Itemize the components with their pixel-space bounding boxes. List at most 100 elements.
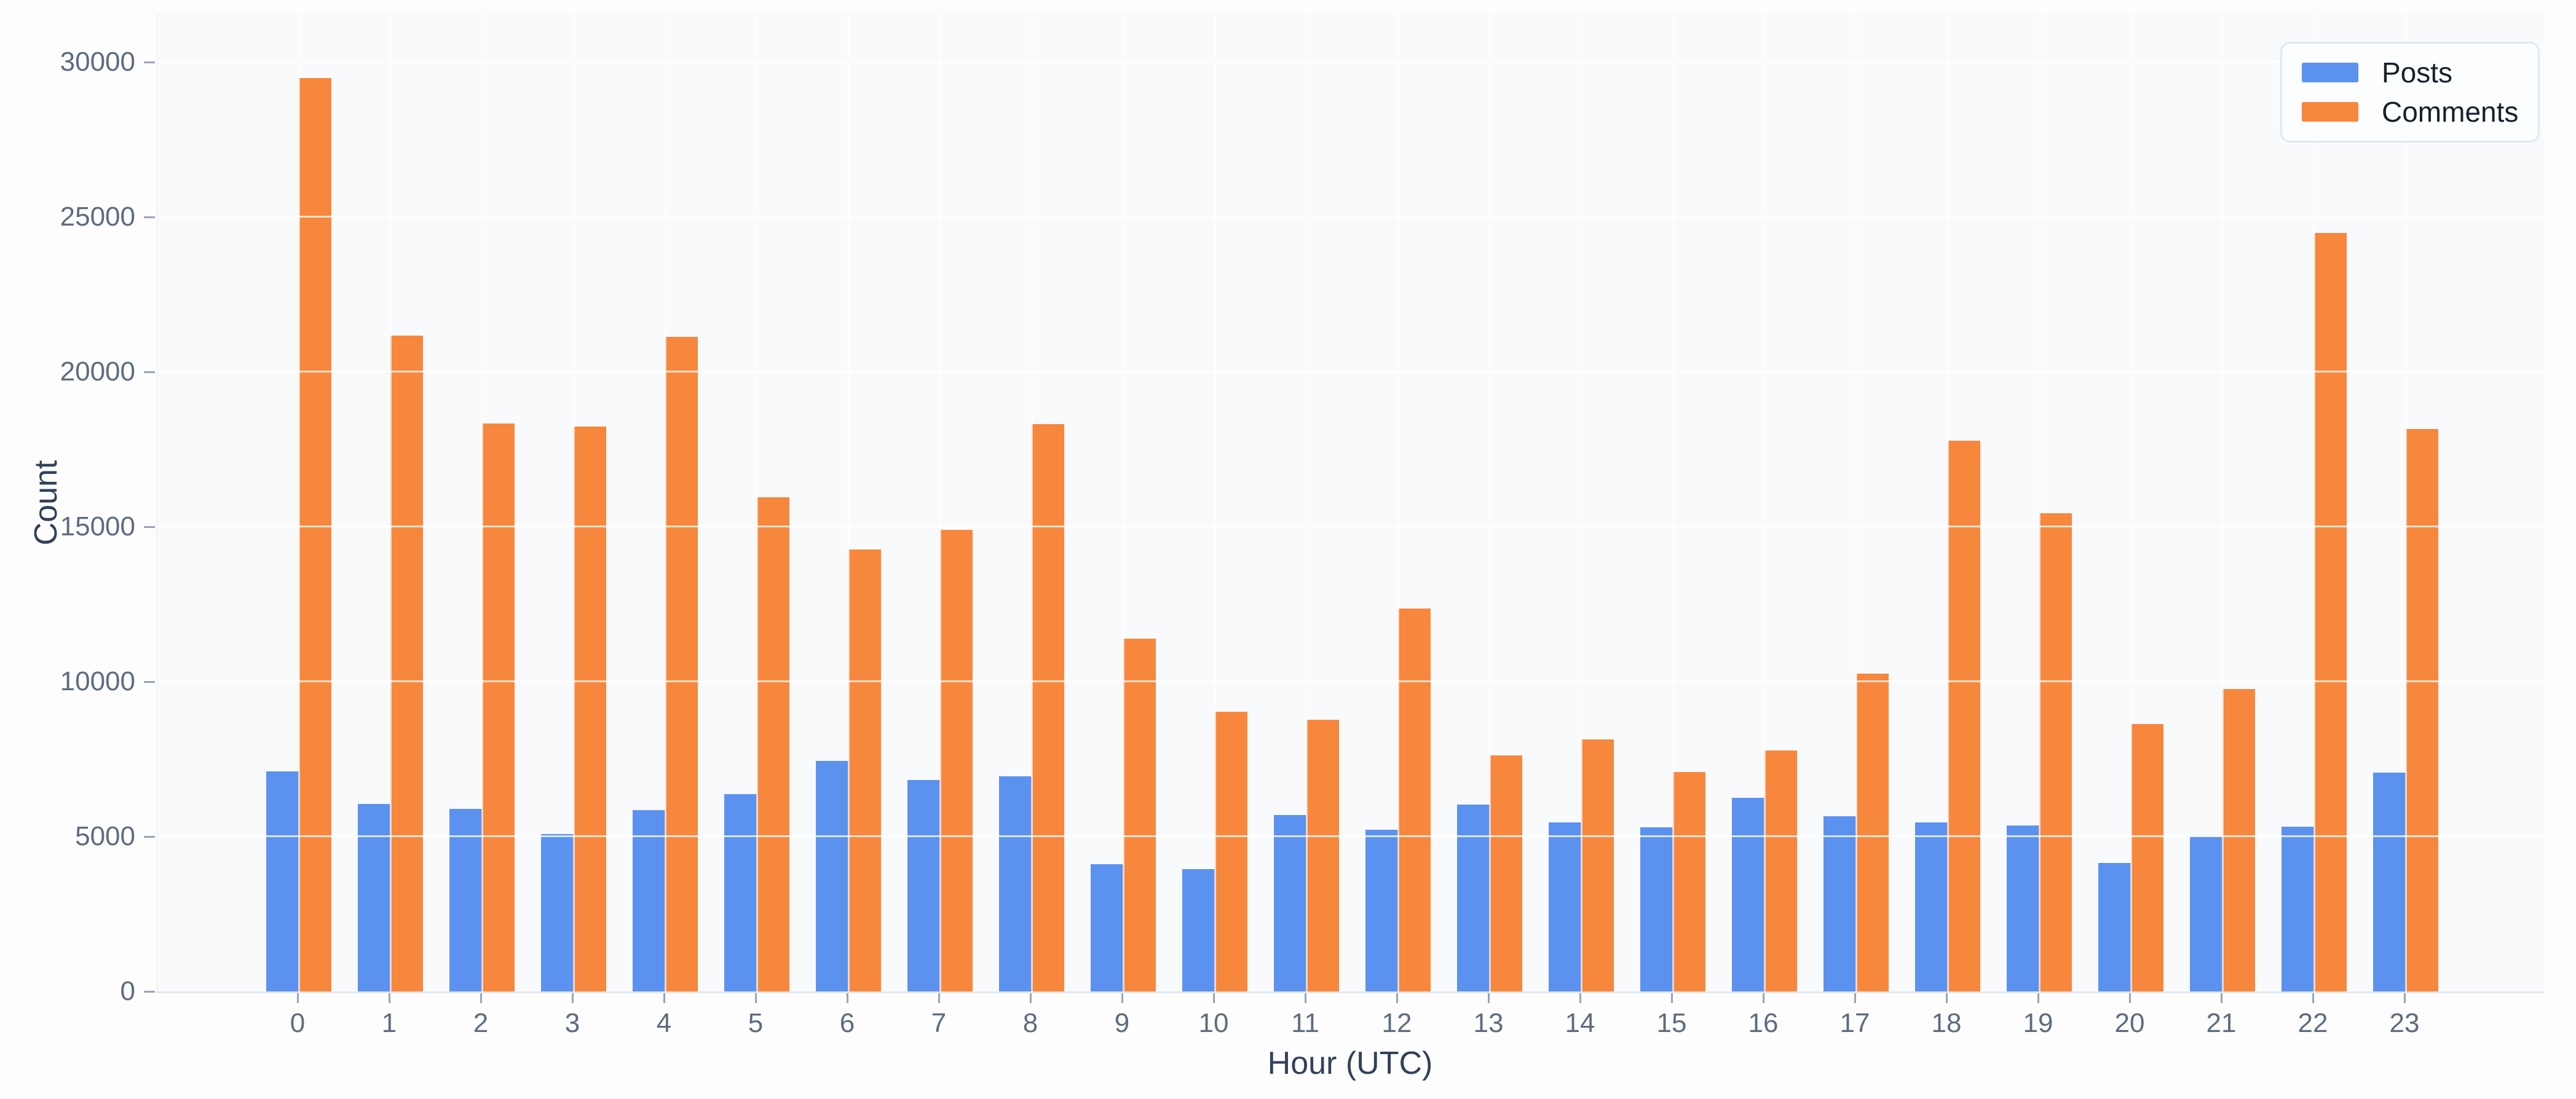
vertical-gridline-11: [1306, 14, 1308, 991]
vertical-gridline-1: [390, 14, 392, 991]
vertical-gridline-13: [1489, 14, 1491, 991]
bar-comments-hour-4: [665, 337, 698, 991]
x-tick-label-21: 21: [2206, 1008, 2237, 1038]
horizontal-gridline-10000: [157, 680, 2545, 682]
y-tick-label-25000: 25000: [60, 202, 135, 232]
bar-posts-hour-6: [816, 761, 848, 991]
bar-posts-hour-15: [1640, 827, 1673, 991]
vertical-gridline-2: [481, 14, 483, 991]
vertical-gridline-20: [2130, 14, 2132, 991]
x-tick-mark-8: [1030, 993, 1032, 1003]
bar-comments-hour-7: [940, 530, 973, 991]
bar-posts-hour-13: [1457, 805, 1490, 991]
x-tick-label-9: 9: [1114, 1008, 1130, 1038]
bar-comments-hour-14: [1581, 739, 1614, 991]
y-tick-label-20000: 20000: [60, 356, 135, 387]
x-tick-mark-4: [663, 993, 665, 1003]
vertical-gridline-0: [298, 14, 300, 991]
x-tick-label-14: 14: [1565, 1008, 1595, 1038]
x-tick-label-22: 22: [2297, 1008, 2328, 1038]
bar-posts-hour-5: [724, 794, 757, 991]
y-tick-mark-30000: [144, 61, 155, 63]
x-tick-label-8: 8: [1022, 1008, 1038, 1038]
y-tick-mark-0: [144, 991, 155, 993]
x-tick-label-10: 10: [1198, 1008, 1229, 1038]
bar-posts-hour-14: [1549, 822, 1581, 991]
x-tick-mark-3: [572, 993, 574, 1003]
bar-posts-hour-3: [541, 834, 574, 991]
vertical-gridline-21: [2222, 14, 2224, 991]
x-tick-label-16: 16: [1748, 1008, 1779, 1038]
x-tick-label-18: 18: [1931, 1008, 1962, 1038]
vertical-gridline-14: [1581, 14, 1582, 991]
bar-posts-hour-0: [266, 771, 299, 991]
legend-item-posts: Posts: [2302, 58, 2518, 87]
x-tick-label-2: 2: [473, 1008, 489, 1038]
x-tick-mark-22: [2312, 993, 2314, 1003]
bar-posts-hour-20: [2098, 863, 2131, 991]
x-tick-label-0: 0: [290, 1008, 306, 1038]
bar-comments-hour-18: [1948, 441, 1980, 991]
vertical-gridline-19: [2039, 14, 2041, 991]
bar-comments-hour-9: [1123, 639, 1156, 991]
bar-comments-hour-16: [1764, 750, 1797, 991]
bar-posts-hour-1: [358, 804, 390, 991]
x-tick-mark-0: [297, 993, 299, 1003]
bar-comments-hour-10: [1215, 712, 1247, 991]
x-tick-mark-1: [389, 993, 390, 1003]
x-axis-title: Hour (UTC): [1267, 1046, 1433, 1081]
legend-label-posts: Posts: [2382, 57, 2453, 89]
bar-posts-hour-16: [1732, 798, 1764, 991]
bar-posts-hour-22: [2282, 827, 2314, 991]
x-tick-mark-7: [938, 993, 940, 1003]
x-tick-mark-20: [2129, 993, 2131, 1003]
bar-comments-hour-20: [2131, 724, 2163, 991]
x-tick-mark-6: [847, 993, 848, 1003]
x-tick-label-13: 13: [1473, 1008, 1504, 1038]
vertical-gridline-5: [756, 14, 758, 991]
vertical-gridline-17: [1855, 14, 1857, 991]
posts-swatch-icon: [2302, 63, 2358, 82]
vertical-gridline-7: [939, 14, 941, 991]
bar-posts-hour-17: [1823, 816, 1856, 991]
bar-posts-hour-11: [1274, 815, 1306, 991]
vertical-gridline-3: [573, 14, 575, 991]
bar-comments-hour-23: [2406, 429, 2438, 991]
vertical-gridline-15: [1672, 14, 1674, 991]
x-tick-label-11: 11: [1291, 1008, 1319, 1038]
x-tick-mark-23: [2404, 993, 2406, 1003]
x-tick-label-19: 19: [2023, 1008, 2053, 1038]
bar-posts-hour-9: [1091, 864, 1123, 991]
x-tick-label-7: 7: [931, 1008, 947, 1038]
bar-comments-hour-19: [2039, 513, 2072, 991]
x-tick-label-20: 20: [2114, 1008, 2145, 1038]
bar-comments-hour-11: [1306, 720, 1339, 991]
x-tick-mark-17: [1854, 993, 1856, 1003]
x-tick-mark-18: [1946, 993, 1948, 1003]
vertical-gridline-9: [1123, 14, 1124, 991]
x-tick-mark-2: [480, 993, 482, 1003]
legend-label-comments: Comments: [2382, 96, 2519, 128]
y-tick-label-15000: 15000: [60, 511, 135, 542]
horizontal-gridline-15000: [157, 526, 2545, 527]
y-tick-mark-5000: [144, 836, 155, 838]
bar-posts-hour-19: [2007, 825, 2039, 991]
y-tick-mark-20000: [144, 371, 155, 373]
bar-comments-hour-8: [1032, 424, 1064, 991]
bar-comments-hour-3: [574, 427, 606, 991]
x-tick-label-4: 4: [656, 1008, 672, 1038]
x-tick-mark-10: [1213, 993, 1215, 1003]
bar-comments-hour-2: [482, 423, 515, 991]
bar-comments-hour-12: [1398, 609, 1431, 991]
vertical-gridline-12: [1397, 14, 1399, 991]
bar-posts-hour-10: [1182, 869, 1215, 991]
x-tick-mark-16: [1763, 993, 1764, 1003]
horizontal-gridline-30000: [157, 61, 2545, 63]
x-tick-mark-21: [2221, 993, 2222, 1003]
vertical-gridline-8: [1031, 14, 1033, 991]
y-tick-label-5000: 5000: [75, 821, 135, 851]
bar-comments-hour-1: [390, 336, 423, 991]
legend-item-comments: Comments: [2302, 98, 2518, 126]
bar-posts-hour-4: [633, 810, 665, 991]
